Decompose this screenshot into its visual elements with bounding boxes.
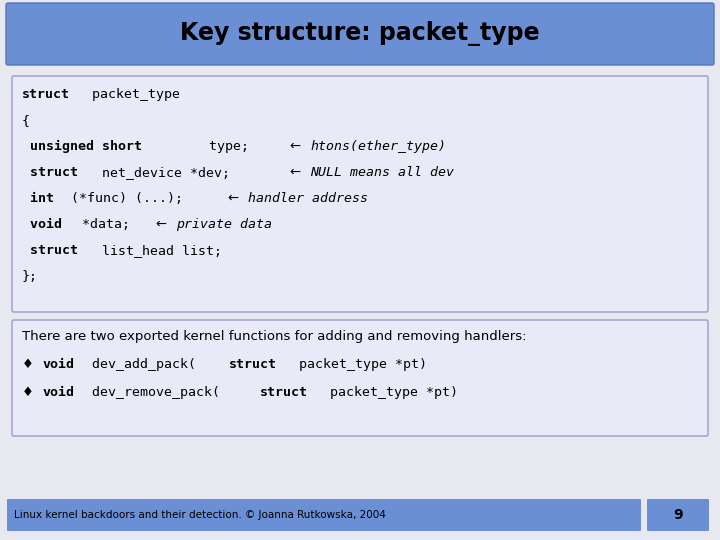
- Text: htons(ether_type): htons(ether_type): [310, 140, 446, 153]
- Text: struct: struct: [22, 88, 70, 101]
- Text: dev_add_pack(: dev_add_pack(: [84, 358, 196, 371]
- FancyBboxPatch shape: [12, 320, 708, 436]
- Text: {: {: [22, 114, 30, 127]
- Text: list_head list;: list_head list;: [94, 244, 222, 257]
- Text: packet_type *pt): packet_type *pt): [291, 358, 426, 371]
- Text: (*func) (...);: (*func) (...);: [63, 192, 192, 205]
- Text: handler address: handler address: [248, 192, 369, 205]
- Text: };: };: [22, 270, 38, 283]
- Text: void: void: [42, 358, 75, 371]
- Text: struct: struct: [260, 386, 307, 399]
- FancyBboxPatch shape: [647, 499, 709, 531]
- Text: unsigned short: unsigned short: [22, 140, 142, 153]
- Text: 9: 9: [673, 508, 683, 522]
- Text: packet_type *pt): packet_type *pt): [322, 386, 457, 399]
- Text: ♦: ♦: [22, 386, 38, 399]
- Text: ←: ←: [228, 192, 244, 205]
- FancyBboxPatch shape: [12, 76, 708, 312]
- Text: ♦: ♦: [22, 358, 38, 371]
- Text: struct: struct: [229, 358, 276, 371]
- Text: NULL means all dev: NULL means all dev: [310, 166, 454, 179]
- Text: int: int: [22, 192, 54, 205]
- Text: packet_type: packet_type: [84, 88, 180, 101]
- FancyBboxPatch shape: [7, 499, 641, 531]
- Text: ←: ←: [290, 166, 306, 179]
- FancyBboxPatch shape: [6, 3, 714, 65]
- Text: ←: ←: [156, 218, 171, 231]
- Text: ←: ←: [290, 140, 306, 153]
- Text: dev_remove_pack(: dev_remove_pack(: [84, 386, 220, 399]
- Text: struct: struct: [22, 166, 78, 179]
- Text: void: void: [22, 218, 62, 231]
- Text: type;: type;: [177, 140, 265, 153]
- Text: Linux kernel backdoors and their detection. © Joanna Rutkowska, 2004: Linux kernel backdoors and their detecti…: [14, 510, 386, 520]
- Text: Key structure: packet_type: Key structure: packet_type: [180, 22, 540, 46]
- Text: struct: struct: [22, 244, 78, 257]
- Text: *data;: *data;: [73, 218, 138, 231]
- Text: private data: private data: [176, 218, 272, 231]
- Text: net_device *dev;: net_device *dev;: [94, 166, 246, 179]
- Text: There are two exported kernel functions for adding and removing handlers:: There are two exported kernel functions …: [22, 330, 526, 343]
- Text: void: void: [42, 386, 75, 399]
